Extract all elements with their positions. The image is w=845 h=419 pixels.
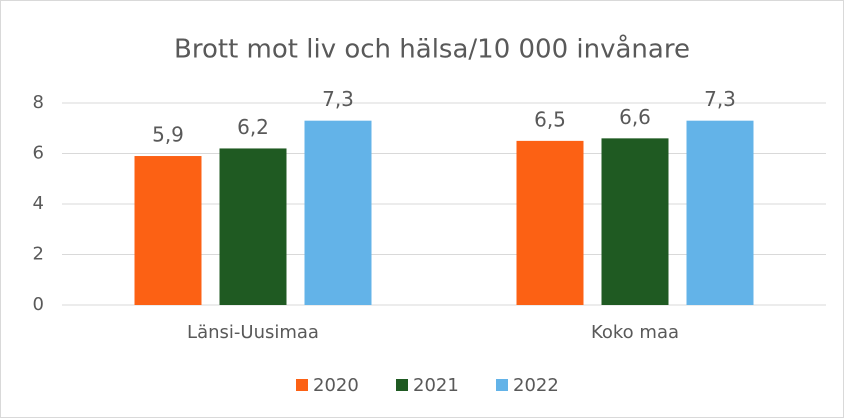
data-label: 7,3 xyxy=(322,87,354,111)
legend-label: 2022 xyxy=(513,375,559,396)
data-label: 6,6 xyxy=(619,105,651,129)
data-label: 5,9 xyxy=(152,123,184,147)
bar xyxy=(601,138,669,305)
y-tick-label: 4 xyxy=(33,193,44,214)
data-label: 6,5 xyxy=(534,107,566,131)
legend-label: 2020 xyxy=(313,375,359,396)
chart-title: Brott mot liv och hälsa/10 000 invånare xyxy=(174,34,690,65)
bar xyxy=(516,140,584,305)
data-label: 6,2 xyxy=(237,115,269,139)
bar xyxy=(134,156,202,305)
legend-label: 2021 xyxy=(413,375,459,396)
data-label: 7,3 xyxy=(704,87,736,111)
bar xyxy=(219,148,287,305)
x-tick-label: Länsi-Uusimaa xyxy=(187,322,319,343)
bar xyxy=(304,120,372,305)
y-tick-label: 2 xyxy=(33,244,44,265)
y-tick-label: 8 xyxy=(33,92,44,113)
y-tick-label: 0 xyxy=(33,294,44,315)
y-tick-label: 6 xyxy=(33,143,44,164)
bar xyxy=(686,120,754,305)
legend-swatch xyxy=(396,379,408,391)
legend-swatch xyxy=(296,379,308,391)
legend-swatch xyxy=(496,379,508,391)
x-tick-label: Koko maa xyxy=(591,322,679,343)
